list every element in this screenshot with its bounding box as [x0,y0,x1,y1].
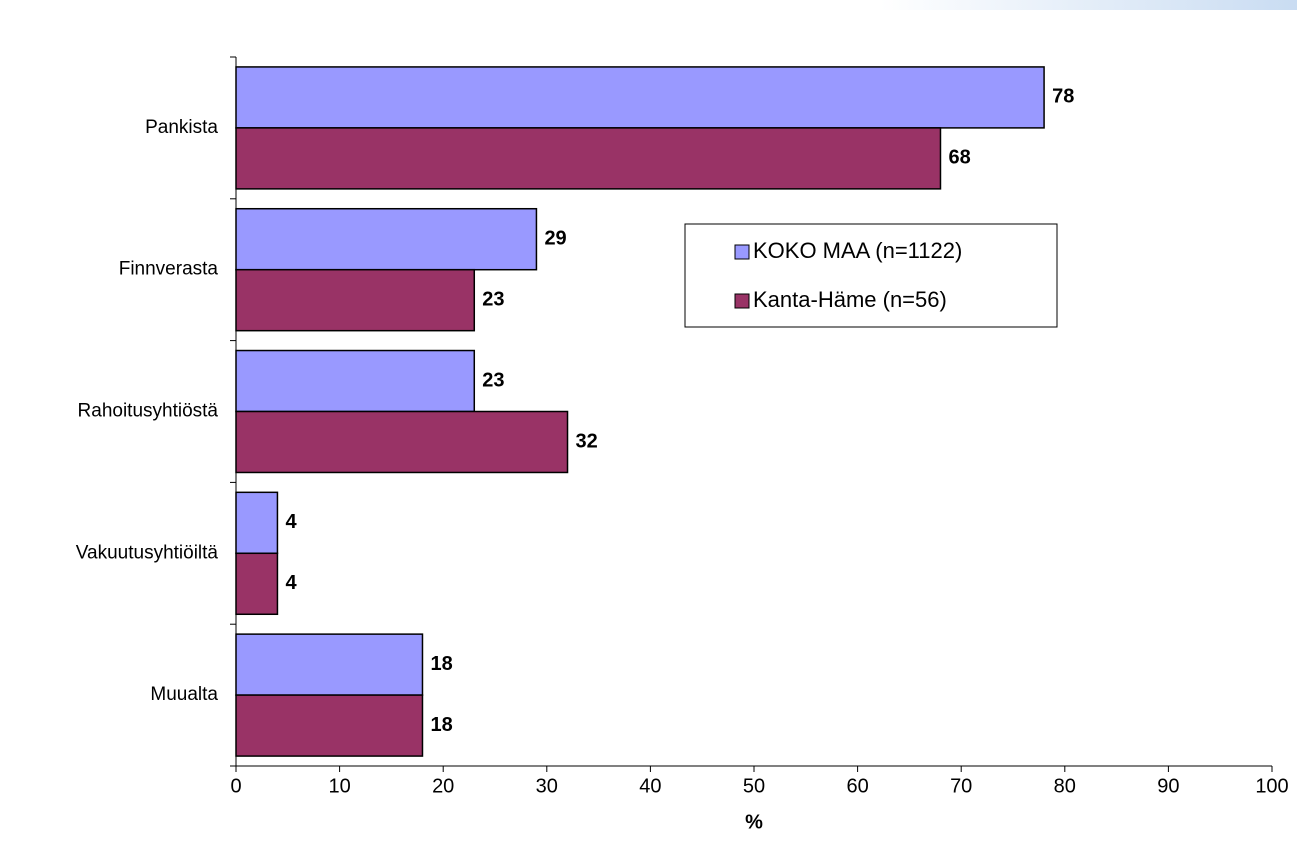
value-label: 68 [948,147,970,169]
bar [235,633,424,696]
value-label: 32 [576,430,598,452]
legend-swatch [734,244,750,260]
bar [235,268,476,332]
value-label: 4 [285,511,297,533]
x-tick-label: 60 [846,775,868,797]
bar [235,410,569,474]
x-tick-label: 10 [328,775,350,797]
legend-swatch [734,293,750,309]
x-tick-label: 40 [639,775,661,797]
bar [235,349,476,413]
x-tick-label: 30 [536,775,558,797]
bar [235,491,279,555]
value-label: 4 [285,572,297,594]
x-axis-title: % [745,811,763,833]
x-tick-label: 20 [432,775,454,797]
x-tick-label: 80 [1054,775,1076,797]
bar [235,66,1045,129]
value-label: 78 [1052,86,1074,108]
y-tick-label: Vakuutusyhtiöiltä [76,542,219,563]
x-tick-label: 0 [230,775,241,797]
value-label: 23 [482,369,504,391]
bar [235,552,279,616]
value-label: 18 [430,714,452,736]
bar [235,694,424,757]
legend-label: Kanta-Häme (n=56) [753,287,947,312]
bar [235,207,538,271]
x-tick-label: 100 [1255,775,1288,797]
x-tick-label: 50 [743,775,765,797]
y-tick-label: Rahoitusyhtiöstä [78,401,219,422]
x-tick-label: 90 [1157,775,1179,797]
value-label: 23 [482,288,504,310]
y-tick-label: Muualta [150,684,218,705]
x-tick-label: 70 [950,775,972,797]
y-tick-label: Finnverasta [119,259,219,280]
bar [235,127,942,190]
legend-box [684,223,1058,328]
legend-label: KOKO MAA (n=1122) [753,238,962,263]
decor-band [880,0,1297,10]
y-tick-label: Pankista [145,117,218,138]
value-label: 29 [544,227,566,249]
value-label: 18 [430,653,452,675]
